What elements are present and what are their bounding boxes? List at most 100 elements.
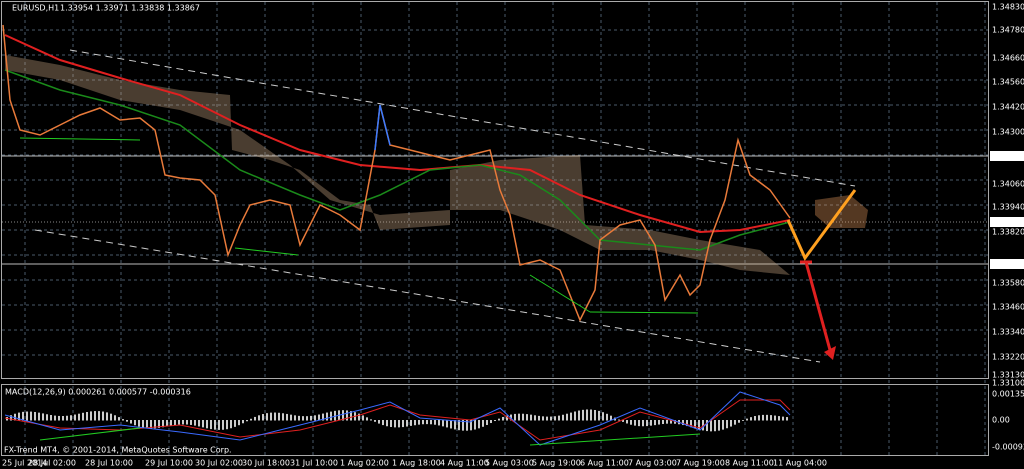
histogram-bar bbox=[270, 412, 272, 421]
histogram-bar bbox=[278, 412, 280, 421]
histogram-bar bbox=[602, 412, 604, 421]
histogram-bar bbox=[758, 415, 760, 421]
time-label: 30 Jul 02:00 bbox=[195, 459, 243, 468]
histogram-bar bbox=[38, 412, 40, 421]
histogram-bar bbox=[738, 420, 740, 423]
price-label: 1.33820 bbox=[992, 228, 1024, 237]
histogram-bar bbox=[102, 411, 104, 421]
histogram-bar bbox=[90, 411, 92, 421]
histogram-bar bbox=[70, 415, 72, 421]
moving-average bbox=[4, 34, 791, 234]
time-label: 1 Aug 18:00 bbox=[392, 459, 441, 468]
histogram-bar bbox=[526, 414, 528, 421]
histogram-bar bbox=[142, 420, 144, 428]
histogram-bar bbox=[482, 420, 484, 427]
histogram-bar bbox=[686, 420, 688, 427]
histogram-bar bbox=[186, 420, 188, 425]
histogram-bar bbox=[458, 420, 460, 431]
histogram-bar bbox=[114, 415, 116, 421]
histogram-bar bbox=[718, 420, 720, 431]
histogram-bar bbox=[210, 420, 212, 430]
quote: 1.33954 1.33971 1.33838 1.33867 bbox=[60, 4, 200, 13]
histogram-bar bbox=[426, 420, 428, 425]
histogram-bar bbox=[486, 420, 488, 425]
histogram-bar bbox=[170, 420, 172, 426]
ichimoku-cloud bbox=[815, 195, 868, 228]
macd-axis-label: 0.001352 bbox=[992, 390, 1024, 399]
histogram-bar bbox=[698, 420, 700, 430]
histogram-bar bbox=[554, 416, 556, 421]
histogram-bar bbox=[462, 420, 464, 431]
histogram-bar bbox=[514, 413, 516, 421]
histogram-bar bbox=[230, 420, 232, 429]
price-label: 1.34830 bbox=[992, 3, 1024, 12]
histogram-bar bbox=[530, 414, 532, 421]
histogram-bar bbox=[474, 420, 476, 430]
histogram-bar bbox=[214, 420, 216, 430]
ichimoku-cloud bbox=[5, 55, 790, 275]
histogram-bar bbox=[670, 420, 672, 424]
histogram-bar bbox=[498, 418, 500, 421]
histogram-bar bbox=[194, 420, 196, 426]
histogram-bar bbox=[66, 415, 68, 421]
histogram-bar bbox=[522, 413, 524, 421]
histogram-bar bbox=[254, 416, 256, 421]
price-label: 1.33340 bbox=[992, 328, 1024, 337]
histogram-bar bbox=[266, 413, 268, 421]
histogram-bar bbox=[542, 416, 544, 421]
histogram-bar bbox=[106, 412, 108, 421]
histogram-bar bbox=[730, 420, 732, 427]
histogram-bar bbox=[546, 416, 548, 421]
histogram-bar bbox=[26, 411, 28, 421]
histogram-bar bbox=[290, 414, 292, 421]
histogram-bar bbox=[610, 415, 612, 421]
support-line bbox=[234, 247, 299, 256]
price-label: 1.33130 bbox=[992, 371, 1024, 380]
histogram-bar bbox=[450, 420, 452, 429]
price-label: 1.33220 bbox=[992, 353, 1024, 362]
histogram-bar bbox=[126, 420, 128, 422]
histogram-bar bbox=[442, 420, 444, 427]
divergence-line bbox=[529, 433, 701, 446]
histogram-bar bbox=[374, 420, 376, 422]
histogram-bar bbox=[286, 413, 288, 421]
histogram-bar bbox=[682, 420, 684, 426]
axes: 1.34830 1.34780 1.34660 1.34560 1.34420 1.343… bbox=[2, 3, 1024, 468]
histogram-bar bbox=[366, 417, 368, 421]
histogram-bar bbox=[50, 414, 52, 421]
time-label: 7 Aug 19:00 bbox=[676, 459, 725, 468]
histogram-bar bbox=[346, 410, 348, 421]
histogram-bar bbox=[154, 420, 156, 429]
macd-axis-label: -0.000923 bbox=[992, 443, 1024, 452]
histogram-bar bbox=[562, 414, 564, 421]
histogram-bar bbox=[234, 420, 236, 427]
histogram-bar bbox=[666, 420, 668, 424]
histogram-bar bbox=[326, 412, 328, 421]
histogram-bar bbox=[42, 413, 44, 421]
time-label: 5 Aug 19:00 bbox=[532, 459, 581, 468]
histogram-bar bbox=[582, 409, 584, 421]
macd-axis-label: 0.00 bbox=[992, 416, 1010, 425]
histogram-bar bbox=[330, 411, 332, 421]
histogram-bar bbox=[642, 420, 644, 427]
price-path bbox=[374, 104, 391, 151]
price-label: 1.34420 bbox=[992, 103, 1024, 112]
histogram-bar bbox=[78, 413, 80, 421]
histogram-bar bbox=[570, 412, 572, 421]
histogram-bar bbox=[362, 415, 364, 421]
histogram-bar bbox=[314, 415, 316, 421]
histogram-bar bbox=[778, 416, 780, 421]
histogram-bar bbox=[394, 420, 396, 428]
histogram-bar bbox=[58, 415, 60, 421]
histogram-bar bbox=[202, 420, 204, 428]
histogram-bar bbox=[446, 420, 448, 428]
histogram-bar bbox=[174, 420, 176, 426]
histogram-bar bbox=[674, 420, 676, 424]
histogram-bar bbox=[318, 414, 320, 421]
arrow-head bbox=[824, 346, 836, 360]
histogram-bar bbox=[578, 410, 580, 421]
histogram-bar bbox=[538, 415, 540, 421]
histogram-bar bbox=[470, 420, 472, 431]
histogram-bar bbox=[494, 420, 496, 422]
